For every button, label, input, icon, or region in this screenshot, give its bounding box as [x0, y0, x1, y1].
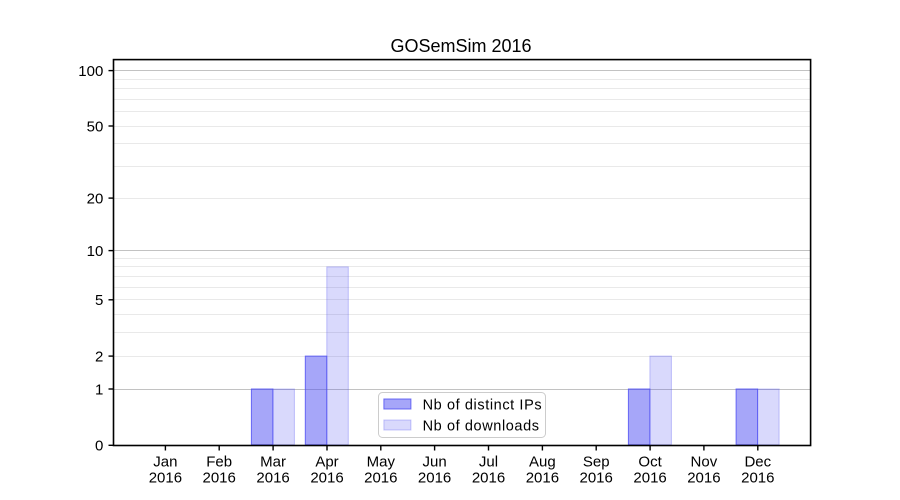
svg-text:10: 10 — [87, 243, 104, 260]
svg-text:Sep: Sep — [583, 454, 610, 471]
svg-text:Mar: Mar — [260, 454, 286, 471]
svg-text:Feb: Feb — [206, 454, 232, 471]
svg-text:2016: 2016 — [256, 470, 289, 487]
svg-text:Jul: Jul — [479, 454, 498, 471]
svg-text:Oct: Oct — [638, 454, 662, 471]
svg-text:2016: 2016 — [149, 470, 182, 487]
svg-text:0: 0 — [95, 438, 103, 455]
svg-text:Aug: Aug — [529, 454, 556, 471]
svg-text:Apr: Apr — [315, 454, 338, 471]
svg-text:2016: 2016 — [633, 470, 666, 487]
svg-text:Jun: Jun — [423, 454, 447, 471]
svg-text:5: 5 — [95, 292, 103, 309]
svg-text:2016: 2016 — [580, 470, 613, 487]
svg-text:2016: 2016 — [741, 470, 774, 487]
svg-text:50: 50 — [87, 118, 104, 135]
svg-text:May: May — [367, 454, 396, 471]
svg-text:2016: 2016 — [472, 470, 505, 487]
svg-text:Nb of distinct IPs: Nb of distinct IPs — [423, 397, 543, 413]
svg-text:GOSemSim 2016: GOSemSim 2016 — [390, 36, 531, 56]
svg-text:2016: 2016 — [203, 470, 236, 487]
svg-text:Nov: Nov — [691, 454, 718, 471]
svg-text:2: 2 — [95, 349, 103, 366]
svg-text:2016: 2016 — [418, 470, 451, 487]
svg-text:1: 1 — [95, 381, 103, 398]
svg-text:2016: 2016 — [687, 470, 720, 487]
svg-text:20: 20 — [87, 191, 104, 208]
svg-text:100: 100 — [78, 63, 103, 80]
svg-text:2016: 2016 — [526, 470, 559, 487]
svg-text:Jan: Jan — [153, 454, 177, 471]
svg-text:2016: 2016 — [310, 470, 343, 487]
svg-text:Dec: Dec — [744, 454, 771, 471]
svg-text:Nb of downloads: Nb of downloads — [423, 418, 540, 434]
svg-text:2016: 2016 — [364, 470, 397, 487]
